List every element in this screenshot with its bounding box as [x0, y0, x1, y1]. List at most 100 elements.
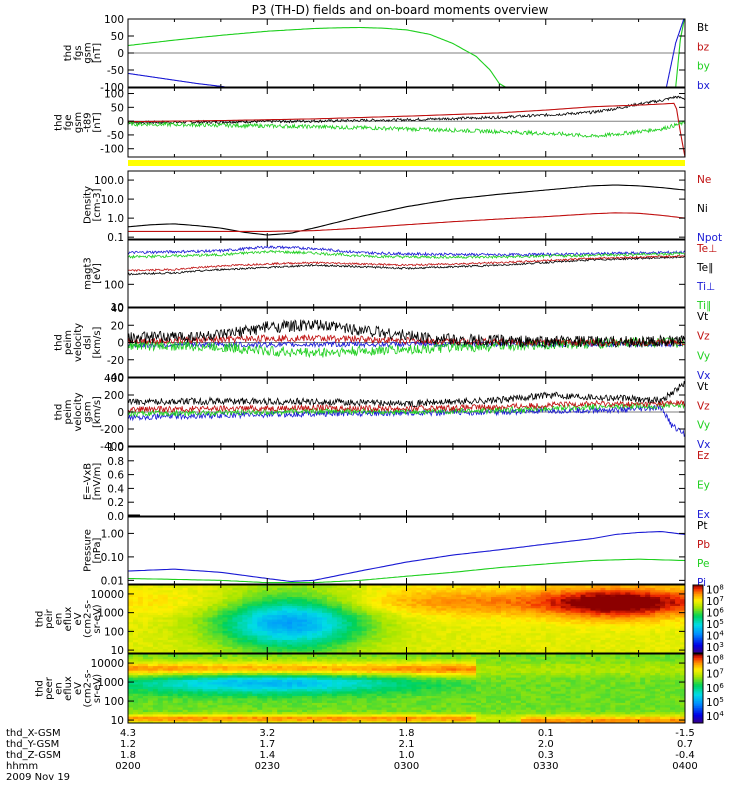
spectrogram-cell — [197, 677, 204, 680]
spectrogram-cell — [287, 587, 293, 591]
spectrogram-cell — [331, 619, 338, 622]
spectrogram-cell — [222, 670, 229, 673]
spectrogram-cell — [207, 630, 214, 634]
spectrogram-cell — [665, 646, 671, 650]
spectrogram-cell — [371, 632, 378, 636]
spectrogram-cell — [675, 607, 681, 611]
spectrogram-cell — [142, 681, 149, 685]
spectrogram-cell — [515, 621, 522, 625]
spectrogram-cell — [401, 587, 408, 591]
spectrogram-cell — [157, 683, 164, 687]
spectrogram-cell — [346, 607, 353, 611]
spectrogram-cell — [272, 589, 278, 593]
spectrogram-cell — [426, 596, 432, 600]
spectrogram-cell — [376, 594, 383, 597]
spectrogram-cell — [222, 690, 229, 694]
spectrogram-cell — [232, 702, 238, 706]
spectrogram-cell — [645, 598, 651, 602]
spectrogram-cell — [635, 600, 641, 604]
spectrogram-cell — [391, 609, 398, 613]
spectrogram-cell — [366, 641, 373, 645]
spectrogram-cell — [187, 656, 194, 660]
spectrogram-cell — [630, 637, 636, 640]
spectrogram-cell — [376, 648, 383, 652]
spectrogram-cell — [520, 598, 527, 602]
spectrogram-cell — [396, 632, 403, 636]
colorbar-cell — [693, 613, 703, 617]
spectrogram-cell — [277, 641, 283, 645]
spectrogram-cell — [128, 639, 134, 643]
spectrogram-cell — [192, 654, 199, 657]
spectrogram-cell — [147, 634, 154, 638]
spectrogram-cell — [510, 603, 517, 606]
spectrogram-cell — [436, 646, 442, 650]
spectrogram-cell — [302, 585, 308, 588]
spectrogram-cell — [242, 596, 248, 600]
spectrogram-cell — [197, 587, 204, 591]
spectrogram-cell — [317, 632, 323, 636]
spectrogram-cell — [520, 646, 527, 650]
spectrogram-cell — [202, 648, 209, 652]
spectrogram-cell — [625, 628, 631, 631]
spectrogram-cell — [481, 591, 487, 595]
spectrogram-cell — [227, 663, 234, 667]
spectrogram-cell — [192, 625, 199, 629]
spectrogram-cell — [162, 621, 169, 625]
spectrogram-cell — [491, 619, 497, 622]
spectrogram-cell — [451, 650, 457, 653]
spectrogram-cell — [177, 681, 184, 685]
spectrogram-cell — [237, 621, 243, 625]
spectrogram-cell — [600, 621, 607, 625]
spectrogram-cell — [207, 646, 214, 650]
spectrogram-cell — [197, 711, 204, 715]
spectrogram-cell — [207, 656, 214, 660]
spectrogram-cell — [356, 630, 363, 634]
spectrogram-cell — [620, 605, 626, 609]
spectrogram-cell — [302, 637, 308, 640]
spectrogram-cell — [307, 709, 313, 713]
spectrogram-cell — [361, 589, 368, 593]
spectrogram-cell — [595, 650, 602, 653]
spectrogram-cell — [555, 634, 562, 638]
spectrogram-cell — [177, 660, 184, 664]
spectrogram-cell — [421, 646, 427, 650]
spectrogram-cell — [157, 616, 164, 620]
spectrogram-cell — [287, 702, 293, 706]
spectrogram-cell — [292, 650, 298, 653]
spectrogram-cell — [277, 598, 283, 602]
spectrogram-cell — [331, 641, 338, 645]
spectrogram-cell — [152, 605, 159, 609]
spectrogram-cell — [262, 641, 268, 645]
spectrogram-cell — [177, 589, 184, 593]
spectrogram-cell — [217, 634, 224, 638]
spectrogram-cell — [660, 621, 666, 625]
spectrogram-cell — [277, 681, 283, 685]
spectrogram-cell — [356, 605, 363, 609]
spectrogram-cell — [157, 589, 164, 593]
spectrogram-cell — [545, 585, 552, 588]
spectrogram-cell — [630, 587, 636, 591]
spectrogram-cell — [142, 716, 149, 719]
spectrogram-cell — [282, 605, 288, 609]
spectrogram-cell — [665, 591, 671, 595]
spectrogram-cell — [192, 658, 199, 662]
spectrogram-cell — [555, 612, 562, 616]
spectrogram-cell — [133, 607, 139, 611]
spectrogram-cell — [346, 591, 353, 595]
spectrogram-cell — [391, 639, 398, 643]
spectrogram-cell — [257, 686, 263, 690]
spectrogram-cell — [262, 679, 268, 683]
spectrogram-cell — [162, 600, 169, 604]
spectrogram-cell — [292, 630, 298, 634]
spectrogram-cell — [247, 587, 253, 591]
spectrogram-cell — [351, 632, 358, 636]
spectrogram-cell — [625, 634, 631, 638]
spectrogram-cell — [322, 594, 328, 597]
spectrogram-cell — [515, 619, 522, 622]
spectrogram-cell — [257, 706, 263, 710]
spectrogram-cell — [142, 646, 149, 650]
panel-velocity-gsm: 4002000-200-400thdpeimvelocitygsm[km/s]V… — [54, 373, 711, 453]
spectrogram-cell — [610, 621, 616, 625]
spectrogram-cell — [565, 621, 572, 625]
